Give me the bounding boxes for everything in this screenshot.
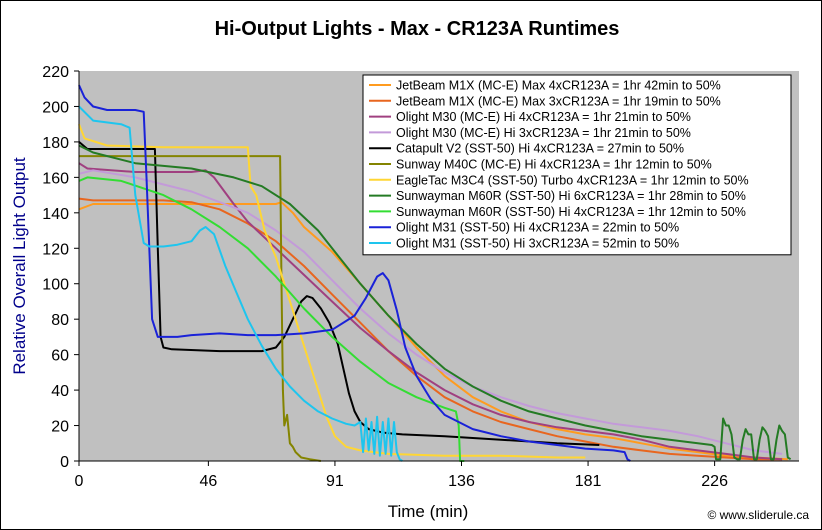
series-line-1 xyxy=(78,201,788,461)
chart-title: Hi-Output Lights - Max - CR123A Runtimes xyxy=(215,18,620,40)
x-tick-label: 226 xyxy=(701,473,728,490)
y-tick-labels: 0 20 40 60 80 100 120 140 160 180 200 220 xyxy=(42,64,69,471)
axes xyxy=(74,70,799,466)
series-layer xyxy=(78,84,792,462)
legend-label-1: JetBeam M1X (MC-E) Max 4xCR123A = 1hr 42… xyxy=(396,79,721,93)
series-line-7 xyxy=(78,123,586,459)
y-tick-label: 160 xyxy=(42,170,69,187)
series-line-4 xyxy=(78,169,783,455)
y-tick-label: 180 xyxy=(42,135,69,152)
series-line-2 xyxy=(78,197,783,461)
series-line-9 xyxy=(78,176,465,462)
y-tick-label: 0 xyxy=(60,454,69,471)
legend-label-7: EagleTac M3C4 (SST-50) Turbo 4xCR123A = … xyxy=(396,173,749,187)
y-tick-label: 80 xyxy=(51,312,69,329)
series-line-11 xyxy=(78,105,403,462)
series-line-6 xyxy=(79,155,322,462)
y-tick-label: 60 xyxy=(51,348,69,365)
legend-label-5: Catapult V2 (SST-50) Hi 4xCR123A = 27min… xyxy=(396,142,684,156)
x-axis-label: Time (min) xyxy=(388,502,469,521)
x-tick-label: 46 xyxy=(199,473,217,490)
series-line-10 xyxy=(78,84,631,462)
legend-box xyxy=(362,74,792,256)
legend-label-9: Sunwayman M60R (SST-50) Hi 4xCR123A = 1h… xyxy=(396,205,746,219)
legend-label-10: Olight M31 (SST-50) Hi 4xCR123A = 22min … xyxy=(396,221,679,235)
y-tick-label: 220 xyxy=(42,64,69,81)
series-line-5 xyxy=(78,141,600,446)
legend-label-4: Olight M30 (MC-E) Hi 3xCR123A = 1hr 21mi… xyxy=(396,126,691,140)
x-tick-label: 181 xyxy=(575,473,602,490)
x-tick-labels: 0 46 91 136 181 226 xyxy=(75,473,729,490)
legend-label-11: Olight M31 (SST-50) Hi 3xCR123A = 52min … xyxy=(396,237,679,251)
credit-text: © www.sliderule.ca xyxy=(707,508,809,522)
series-line-8 xyxy=(78,144,792,461)
y-tick-label: 200 xyxy=(42,99,69,116)
legend-label-6: Sunway M40C (MC-E) Hi 4xCR123A = 1hr 12m… xyxy=(396,158,712,172)
legend: JetBeam M1X (MC-E) Max 4xCR123A = 1hr 42… xyxy=(362,74,792,256)
legend-label-3: Olight M30 (MC-E) Hi 4xCR123A = 1hr 21mi… xyxy=(396,110,691,124)
x-tick-label: 0 xyxy=(75,473,84,490)
y-tick-label: 20 xyxy=(51,419,69,436)
y-axis-label: Relative Overall Light Output xyxy=(10,157,29,375)
x-tick-label: 136 xyxy=(448,473,475,490)
legend-label-8: Sunwayman M60R (SST-50) Hi 6xCR123A = 1h… xyxy=(396,189,746,203)
y-tick-label: 40 xyxy=(51,383,69,400)
y-tick-label: 140 xyxy=(42,206,69,223)
y-tick-label: 120 xyxy=(42,241,69,258)
y-tick-label: 100 xyxy=(42,277,69,294)
legend-label-2: JetBeam M1X (MC-E) Max 3xCR123A = 1hr 19… xyxy=(396,94,721,108)
x-tick-label: 91 xyxy=(326,473,344,490)
